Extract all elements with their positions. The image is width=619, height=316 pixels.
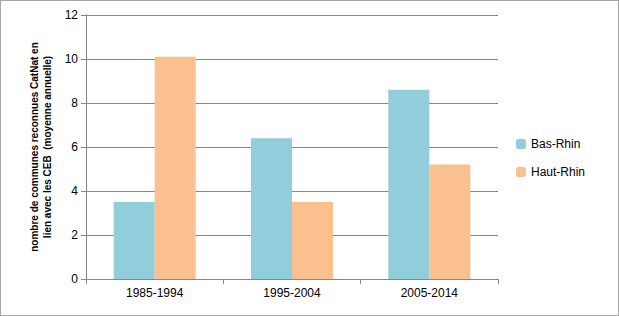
svg-text:1985-1994: 1985-1994 xyxy=(126,286,184,300)
svg-text:8: 8 xyxy=(71,96,78,110)
svg-text:Bas-Rhin: Bas-Rhin xyxy=(531,137,580,151)
svg-text:Haut-Rhin: Haut-Rhin xyxy=(531,165,585,179)
svg-text:10: 10 xyxy=(65,52,79,66)
svg-text:12: 12 xyxy=(65,8,79,22)
svg-text:2: 2 xyxy=(71,228,78,242)
svg-text:nombre de communes reconnues C: nombre de communes reconnues CatNat en xyxy=(29,42,40,252)
svg-text:lien avec les CEB (moyenne an: lien avec les CEB (moyenne annuelle) xyxy=(42,56,53,238)
svg-text:0: 0 xyxy=(71,272,78,286)
svg-text:2005-2014: 2005-2014 xyxy=(401,286,459,300)
svg-text:6: 6 xyxy=(71,140,78,154)
svg-text:1995-2004: 1995-2004 xyxy=(263,286,321,300)
svg-text:4: 4 xyxy=(71,184,78,198)
